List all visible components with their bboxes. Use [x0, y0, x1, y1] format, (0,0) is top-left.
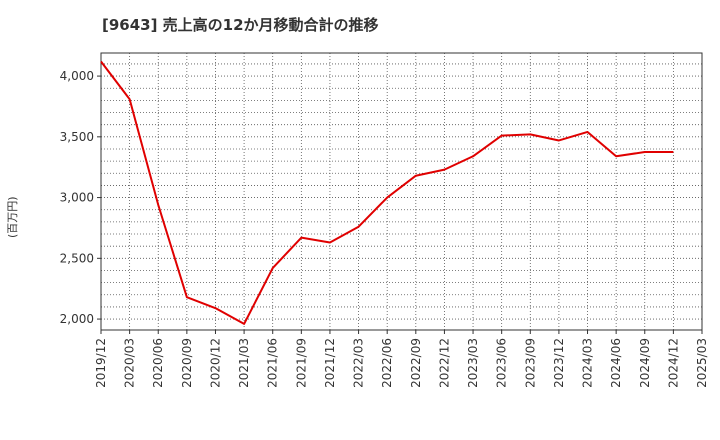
y-tick-label: 2,000 [60, 312, 94, 326]
x-tick-label: 2020/09 [180, 338, 194, 388]
x-tick-label: 2024/12 [666, 338, 680, 388]
x-tick-label: 2023/12 [552, 338, 566, 388]
x-tick-label: 2020/12 [208, 338, 222, 388]
x-tick-label: 2023/09 [523, 338, 537, 388]
y-tick-label: 3,000 [60, 191, 94, 205]
x-tick-label: 2022/12 [437, 338, 451, 388]
x-tick-label: 2024/09 [638, 338, 652, 388]
plot-area [101, 53, 702, 330]
x-tick-label: 2019/12 [94, 338, 108, 388]
y-tick-label: 4,000 [60, 69, 94, 83]
y-tick-label: 3,500 [60, 130, 94, 144]
chart-title: [9643] 売上高の12か月移動合計の推移 [102, 16, 379, 34]
x-tick-label: 2022/03 [352, 338, 366, 388]
x-tick-label: 2021/09 [294, 338, 308, 388]
x-tick-label: 2021/06 [266, 338, 280, 388]
x-tick-label: 2020/03 [123, 338, 137, 388]
x-tick-label: 2021/12 [323, 338, 337, 388]
y-tick-label: 2,500 [60, 251, 94, 265]
x-tick-label: 2022/09 [409, 338, 423, 388]
x-tick-label: 2024/03 [581, 338, 595, 388]
series-line [100, 60, 674, 325]
x-tick-label: 2020/06 [151, 338, 165, 388]
x-tick-label: 2022/06 [380, 338, 394, 388]
plot-frame [100, 52, 703, 331]
x-tick-label: 2023/03 [466, 338, 480, 388]
x-tick-label: 2024/06 [609, 338, 623, 388]
x-tick-label: 2021/03 [237, 338, 251, 388]
x-tick-label: 2023/06 [495, 338, 509, 388]
x-tick-label: 2025/03 [695, 338, 709, 388]
